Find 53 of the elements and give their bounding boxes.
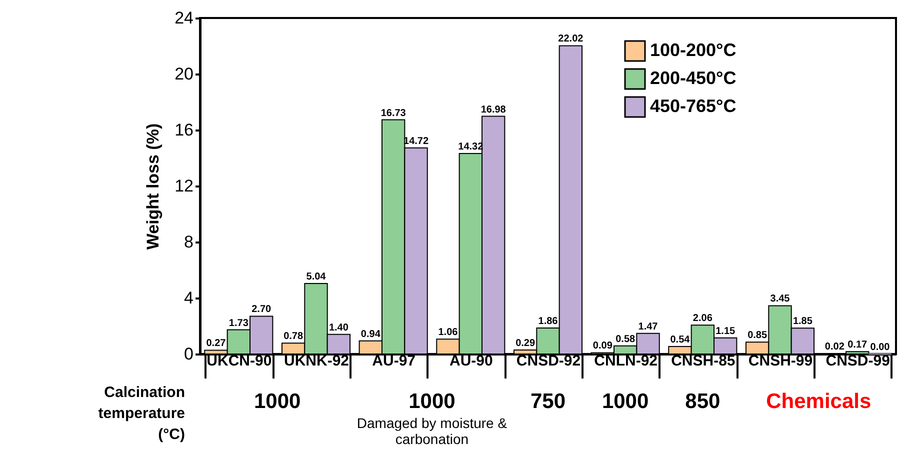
data-label: 16.73 bbox=[380, 108, 406, 119]
text: 850 bbox=[684, 390, 722, 414]
x-tick-label: CNSD-99 bbox=[826, 352, 890, 370]
data-label: 0.27 bbox=[206, 338, 226, 350]
data-label: 2.06 bbox=[692, 313, 713, 324]
y-tick-label: 12 bbox=[174, 176, 194, 196]
data-label: 16.98 bbox=[480, 104, 506, 116]
text: 1000 bbox=[408, 390, 456, 414]
x-tick-label: CNSH-85 bbox=[671, 352, 736, 370]
data-label: 0.09 bbox=[592, 340, 613, 352]
y-tick-label: 4 bbox=[184, 288, 194, 308]
data-label: 0.17 bbox=[848, 340, 868, 351]
y-tick-label: 16 bbox=[174, 120, 194, 140]
y-tick-label: 24 bbox=[174, 8, 194, 28]
data-label: 5.04 bbox=[306, 271, 326, 282]
text: 750 bbox=[529, 390, 567, 414]
data-label: 22.02 bbox=[558, 34, 584, 45]
data-label: 0.78 bbox=[284, 331, 304, 342]
data-label: 1.06 bbox=[438, 327, 458, 338]
y-tick-label: 8 bbox=[184, 232, 194, 252]
data-label: 1.86 bbox=[538, 316, 558, 327]
legend-label: 100-200°C bbox=[650, 40, 736, 60]
data-label: 1.73 bbox=[228, 318, 249, 329]
data-label: 0.00 bbox=[870, 342, 890, 353]
data-label: 2.70 bbox=[252, 304, 272, 316]
x-tick-label: UKCN-90 bbox=[206, 352, 272, 370]
x-tick-label: UKNK-92 bbox=[284, 352, 350, 370]
data-label: 0.02 bbox=[824, 342, 845, 353]
y-axis-title: Weight loss (%) bbox=[144, 123, 163, 250]
legend-label: 450-765°C bbox=[650, 96, 736, 116]
data-label: 3.45 bbox=[770, 294, 790, 305]
x-tick-label: AU-97 bbox=[372, 352, 416, 370]
data-label: 0.54 bbox=[670, 334, 690, 346]
data-label: 0.58 bbox=[616, 334, 636, 345]
legend-label: 200-450°C bbox=[650, 68, 736, 88]
text: 1000 bbox=[252, 390, 302, 414]
x-tick-label: CNSH-99 bbox=[748, 352, 813, 370]
y-tick-label: 0 bbox=[184, 344, 194, 364]
text: 1000 bbox=[600, 390, 650, 414]
text: Chemicals bbox=[765, 390, 872, 414]
data-label: 0.85 bbox=[748, 330, 768, 342]
data-label: 1.47 bbox=[638, 321, 658, 332]
data-label: 0.94 bbox=[360, 328, 381, 340]
text: Calcination temperature (°C) bbox=[97, 383, 185, 445]
text: Damaged by moisture & carbonation bbox=[356, 415, 508, 447]
data-label: 0.29 bbox=[516, 338, 536, 349]
x-tick-label: CNLN-92 bbox=[594, 352, 658, 370]
x-tick-label: AU-90 bbox=[449, 352, 493, 370]
data-label: 1.40 bbox=[328, 322, 349, 334]
y-tick-label: 20 bbox=[174, 64, 194, 84]
data-label: 1.15 bbox=[716, 326, 736, 337]
x-tick-label: CNSD-92 bbox=[516, 352, 581, 370]
data-label: 1.85 bbox=[792, 316, 813, 328]
